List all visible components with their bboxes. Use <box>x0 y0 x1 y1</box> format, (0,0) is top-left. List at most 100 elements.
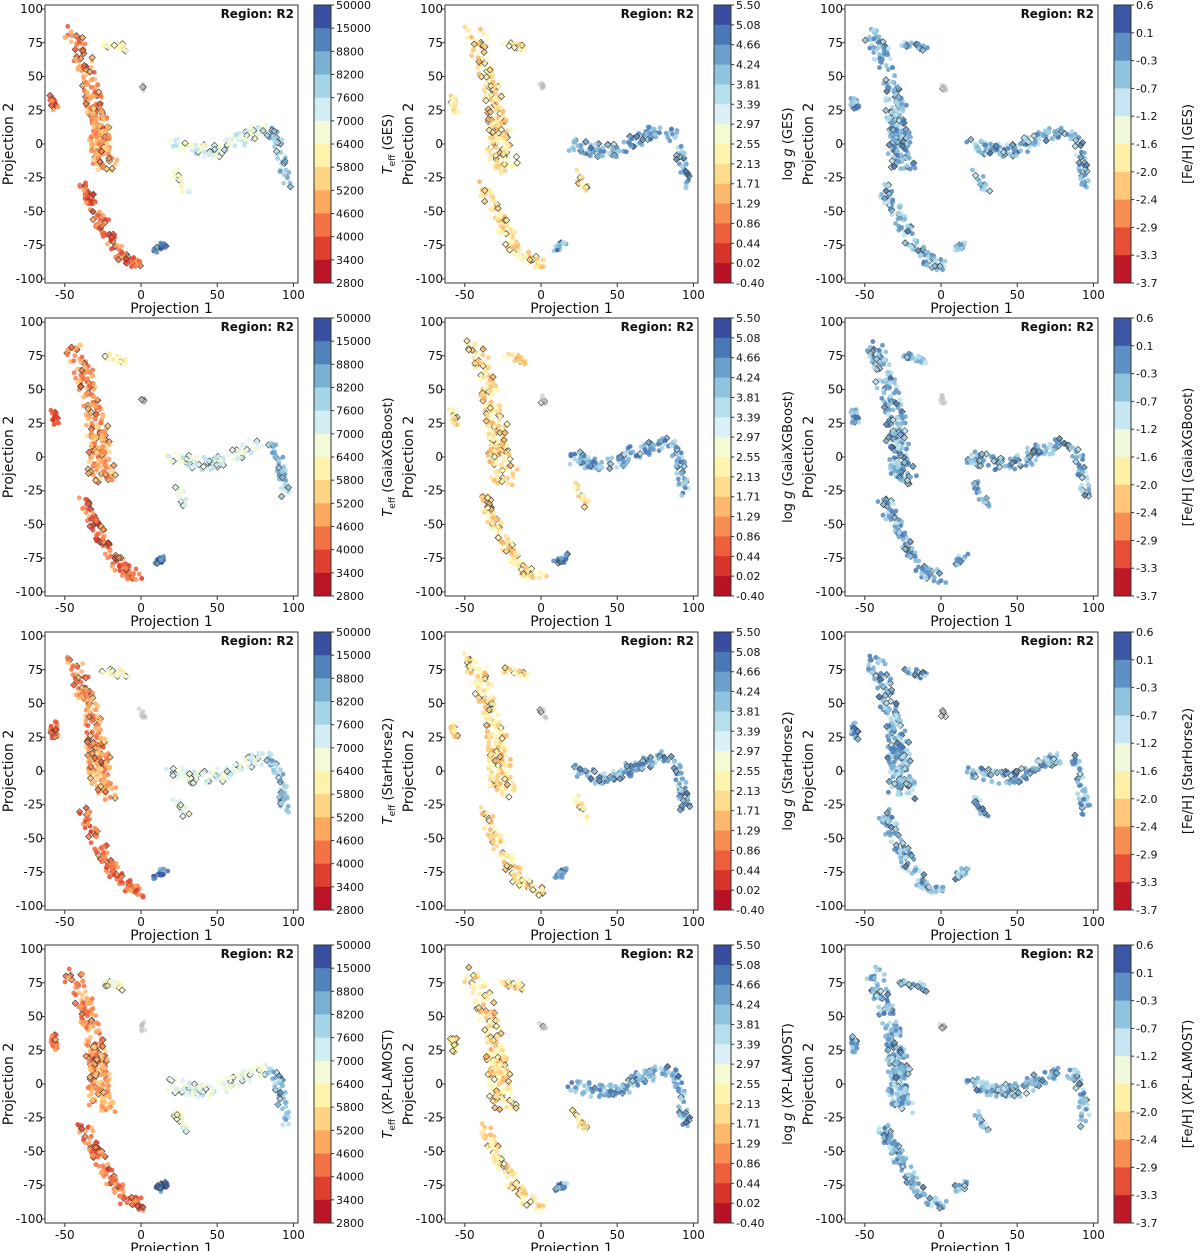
data-point <box>944 88 949 93</box>
colorbar-tick-label: 2.13 <box>736 158 761 171</box>
colorbar-band <box>314 702 331 726</box>
data-point <box>885 85 890 90</box>
colorbar-tick-label: 3.81 <box>736 391 761 404</box>
data-point <box>1036 444 1041 449</box>
data-point <box>284 784 289 789</box>
data-point <box>240 768 245 773</box>
data-point <box>601 145 606 150</box>
data-point <box>495 98 500 103</box>
x-tick-label: 100 <box>282 915 305 929</box>
data-point <box>462 25 467 30</box>
colorbar-band <box>714 223 731 243</box>
colorbar-tick-label: -3.3 <box>1136 249 1157 262</box>
data-point <box>184 497 189 502</box>
colorbar-tick-label: 0.1 <box>1136 27 1154 40</box>
colorbar-band <box>314 864 331 888</box>
region-label: Region: R2 <box>1021 7 1094 21</box>
colorbar-band <box>314 144 331 168</box>
colorbar-band <box>1114 200 1131 228</box>
data-point <box>84 510 89 515</box>
data-point <box>139 576 144 581</box>
data-point <box>890 65 895 70</box>
data-point <box>1003 464 1008 469</box>
colorbar-tick-label: -3.7 <box>1136 590 1157 603</box>
colorbar-band <box>314 260 331 284</box>
data-point <box>483 80 488 85</box>
data-point <box>101 535 106 540</box>
data-point <box>495 788 500 793</box>
y-tick-label: 50 <box>428 70 443 84</box>
colorbar-band <box>314 841 331 865</box>
data-point <box>899 409 904 414</box>
colorbar-tick-label: -0.40 <box>736 277 764 290</box>
data-point <box>161 872 166 877</box>
data-point <box>243 137 248 142</box>
data-point <box>87 770 92 775</box>
data-point <box>504 118 509 123</box>
data-point <box>902 531 907 536</box>
data-point <box>108 238 113 243</box>
data-point <box>680 164 685 169</box>
data-point <box>56 421 61 426</box>
data-point <box>505 356 510 361</box>
data-point <box>84 502 89 507</box>
colorbar-tick-label: 3.39 <box>736 98 761 111</box>
data-point <box>178 175 183 180</box>
colorbar-band <box>714 477 731 497</box>
colorbar-band <box>714 263 731 283</box>
data-point <box>978 182 983 187</box>
data-point <box>568 462 573 467</box>
data-point <box>245 765 250 770</box>
data-point <box>495 779 500 784</box>
x-tick-label: 100 <box>282 288 305 302</box>
data-point <box>119 251 124 256</box>
data-point <box>673 439 678 444</box>
data-point <box>916 355 921 360</box>
data-point <box>114 785 119 790</box>
data-point <box>477 72 482 77</box>
data-point <box>84 423 89 428</box>
data-point <box>87 459 92 464</box>
y-tick-label: 25 <box>28 730 43 744</box>
data-point <box>593 142 598 147</box>
data-point <box>980 497 985 502</box>
data-point <box>465 35 470 40</box>
data-point <box>256 755 261 760</box>
colorbar-band <box>314 794 331 818</box>
colorbar-tick-label: 8800 <box>336 672 364 685</box>
x-tick-label: -50 <box>455 288 475 302</box>
y-tick-label: -50 <box>823 204 843 218</box>
data-point <box>494 740 499 745</box>
data-point <box>895 211 900 216</box>
data-point <box>506 481 511 486</box>
data-point <box>486 355 491 360</box>
data-point <box>177 460 182 465</box>
data-point <box>454 94 459 99</box>
x-tick-label: 50 <box>210 915 225 929</box>
colorbar-tick-label: 4.24 <box>736 372 761 385</box>
data-point <box>1006 146 1011 151</box>
y-tick-label: -75 <box>423 551 443 565</box>
data-point <box>243 758 248 763</box>
data-point <box>499 729 504 734</box>
data-point <box>52 422 57 427</box>
x-tick-label: 0 <box>537 601 545 615</box>
y-tick-label: 100 <box>820 315 843 329</box>
data-point <box>526 250 531 255</box>
data-point <box>579 182 584 187</box>
data-point <box>967 458 972 463</box>
data-point <box>510 781 515 786</box>
data-point-diamond <box>513 154 519 160</box>
data-point-diamond <box>481 49 487 55</box>
data-point <box>86 723 91 728</box>
data-point <box>84 718 89 723</box>
data-point <box>672 135 677 140</box>
data-point <box>535 257 540 262</box>
data-point <box>913 558 918 563</box>
data-point <box>870 339 875 344</box>
y-tick-label: -75 <box>423 238 443 252</box>
data-point <box>485 810 490 815</box>
data-point <box>504 733 509 738</box>
data-point <box>481 31 486 36</box>
data-point <box>482 692 487 697</box>
